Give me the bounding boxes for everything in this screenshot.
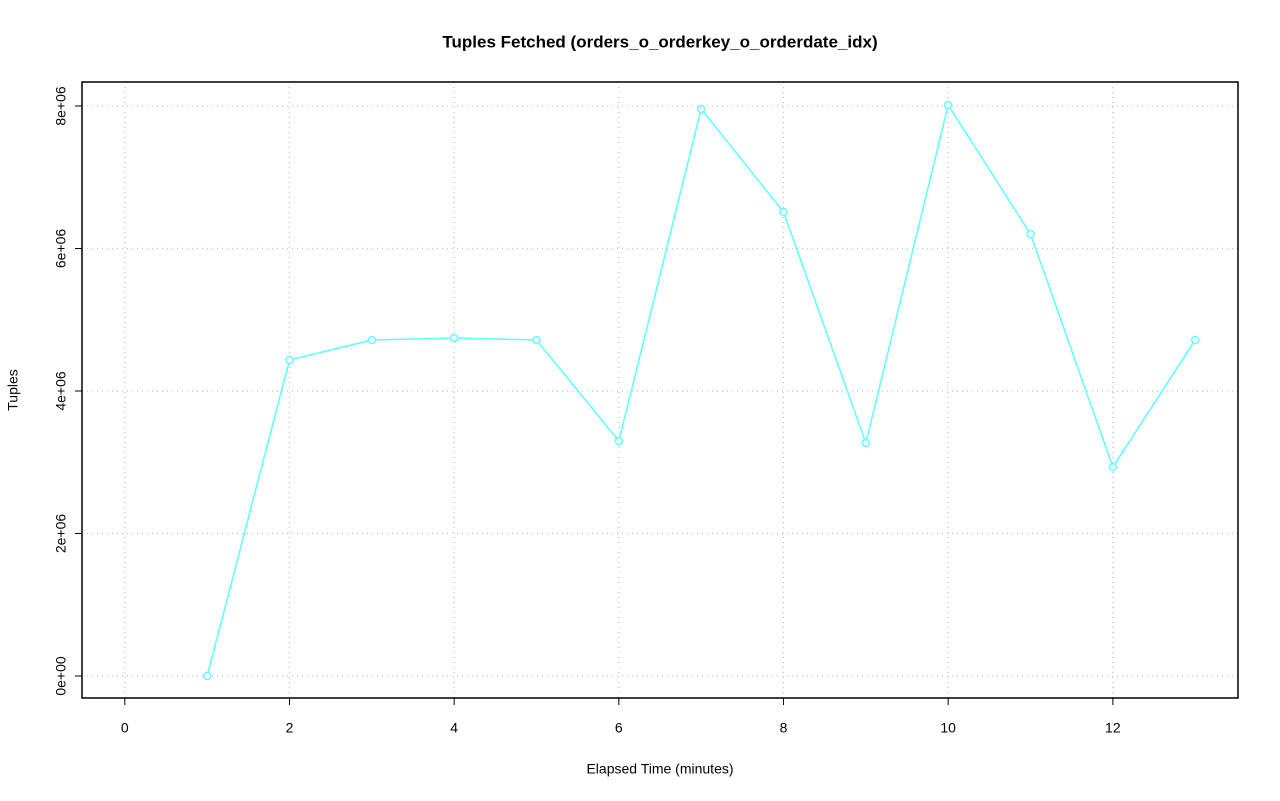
data-point	[449, 333, 459, 343]
data-point	[696, 104, 706, 114]
data-point	[285, 355, 294, 365]
data-point	[1190, 335, 1200, 345]
x-tick-label: 6	[615, 720, 623, 736]
y-tick-label: 4e+06	[53, 371, 69, 411]
y-tick-label: 2e+06	[53, 514, 69, 554]
plot-area: 0 2 4 6 8 10 12 0e+00 2e+06 4e+06 6e+06 8e+06	[53, 82, 1238, 736]
data-point	[779, 207, 788, 217]
x-tick-label: 12	[1105, 720, 1121, 736]
chart-title: Tuples Fetched (orders_o_orderkey_o_orde…	[442, 32, 877, 51]
x-tick-label: 8	[780, 720, 788, 736]
data-line	[206, 103, 1196, 677]
y-tick-label: 6e+06	[53, 229, 69, 269]
data-point	[367, 335, 377, 345]
x-tick-label: 2	[286, 720, 294, 736]
data-point	[202, 671, 212, 681]
x-tick-label: 10	[940, 720, 956, 736]
data-point	[614, 436, 624, 446]
data-point	[861, 438, 871, 448]
x-tick-label: 4	[450, 720, 458, 736]
data-point	[1108, 462, 1118, 472]
x-axis-label: Elapsed Time (minutes)	[586, 761, 733, 777]
y-axis-label: Tuples	[5, 369, 21, 411]
plot-frame	[81, 81, 1239, 699]
y-tick-label: 8e+06	[53, 86, 69, 126]
y-tick-label: 0e+00	[53, 656, 69, 696]
data-point	[1026, 229, 1035, 239]
x-tick-label: 0	[121, 720, 129, 736]
data-point	[532, 335, 541, 345]
data-point	[943, 100, 953, 110]
